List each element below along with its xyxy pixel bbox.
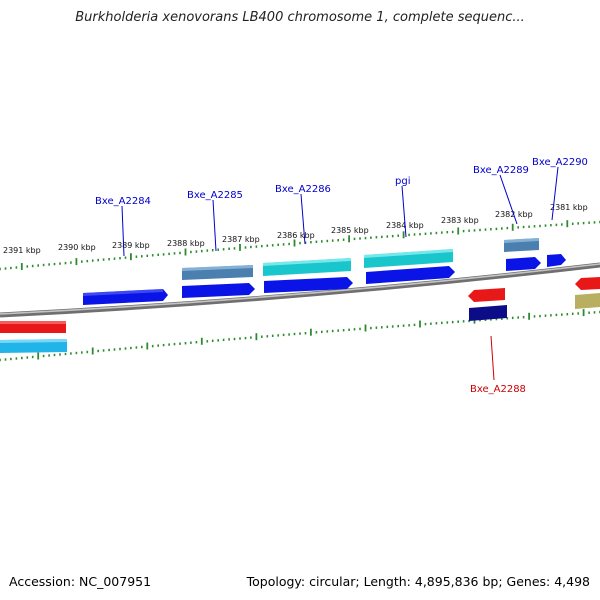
cds-bxe-a2289[interactable]: [506, 257, 541, 271]
leader-bxe-a2288: [490, 335, 495, 381]
cds-bxe-a2290[interactable]: [547, 254, 566, 267]
forward-strand-features: [83, 238, 566, 305]
accession-label: Accession: NC_007951: [9, 574, 152, 589]
map-title: Burkholderia xenovorans LB400 chromosome…: [75, 10, 525, 25]
tick-label-2386: 2386 kbp: [277, 231, 315, 240]
tick-label-2383: 2383 kbp: [441, 216, 479, 225]
cds-bxe-a2285[interactable]: [182, 283, 255, 298]
gene-label-bxe-a2288[interactable]: Bxe_A2288: [470, 384, 526, 395]
tick-labels: 2391 kbp 2390 kbp 2389 kbp 2388 kbp 2387…: [3, 203, 588, 255]
gene-label-bxe-a2284[interactable]: Bxe_A2284: [95, 196, 151, 207]
gene-label-bxe-a2285[interactable]: Bxe_A2285: [187, 190, 243, 201]
sequence-summary: Topology: circular; Length: 4,895,836 bp…: [246, 574, 590, 589]
gene-labels: Bxe_A2284 Bxe_A2285 Bxe_A2286 pgi Bxe_A2…: [95, 157, 588, 395]
cds-pgi[interactable]: [366, 266, 455, 284]
leader-bxe-a2284: [121, 205, 125, 257]
reverse-strand-features: [0, 277, 600, 353]
leader-bxe-a2289: [499, 174, 518, 225]
gene-label-bxe-a2286[interactable]: Bxe_A2286: [275, 184, 331, 195]
tick-label-2389: 2389 kbp: [112, 241, 150, 250]
cds-bxe-a2286[interactable]: [264, 277, 353, 293]
cds-bxe-a2288[interactable]: [468, 288, 505, 302]
leader-bxe-a2290: [551, 166, 559, 221]
leader-pgi: [401, 185, 407, 238]
gene-label-pgi[interactable]: pgi: [395, 176, 410, 187]
cds-reverse-right[interactable]: [575, 277, 600, 290]
tick-label-2381: 2381 kbp: [550, 203, 588, 212]
gene-bxe-a2288[interactable]: [469, 305, 507, 321]
chromosome-backbone-highlight: [0, 263, 600, 315]
forward-tick-ring: [0, 220, 600, 271]
leader-bxe-a2286: [300, 193, 306, 245]
reverse-tick-ring: [0, 309, 600, 362]
gene-label-bxe-a2289[interactable]: Bxe_A2289: [473, 165, 529, 176]
tick-label-2390: 2390 kbp: [58, 243, 96, 252]
tick-label-2391: 2391 kbp: [3, 246, 41, 255]
tick-label-2387: 2387 kbp: [222, 235, 260, 244]
tick-label-2388: 2388 kbp: [167, 239, 205, 248]
chromosome-backbone: [0, 262, 600, 318]
gene-label-bxe-a2290[interactable]: Bxe_A2290: [532, 157, 588, 168]
gene-reverse-right[interactable]: [575, 293, 600, 309]
tick-label-2385: 2385 kbp: [331, 226, 369, 235]
leader-bxe-a2285: [212, 199, 217, 252]
